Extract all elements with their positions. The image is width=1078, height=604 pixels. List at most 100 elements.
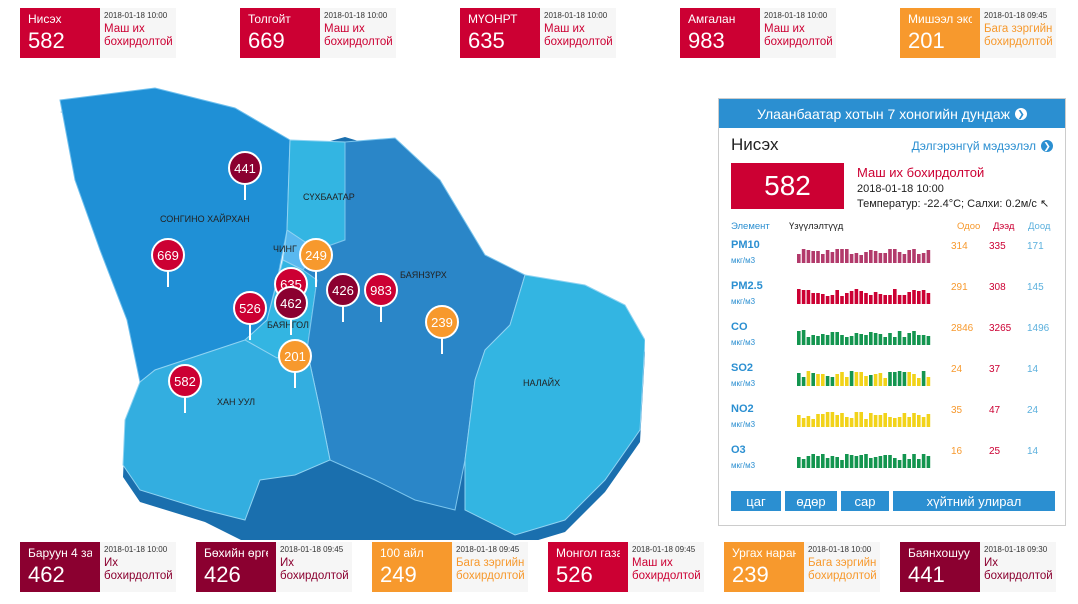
map-marker[interactable]: 526 bbox=[233, 291, 267, 340]
map-marker[interactable]: 239 bbox=[425, 305, 459, 354]
pollutant-row-so2[interactable]: SO2 мкг/м3 24 37 14 bbox=[731, 358, 1061, 398]
station-card-muonrt[interactable]: МҮОНРТ 635 2018-01-18 10:00 Маш их бохир… bbox=[460, 8, 616, 58]
sparkline-bar bbox=[840, 372, 844, 386]
sparkline-bar bbox=[888, 333, 892, 345]
sparkline-bar bbox=[888, 372, 892, 386]
pollutant-min: 14 bbox=[1027, 364, 1039, 375]
station-aqi: 249 bbox=[380, 562, 417, 587]
pollutant-name: PM2.5 bbox=[731, 280, 763, 292]
map-marker[interactable]: 201 bbox=[278, 339, 312, 388]
sparkline-bar bbox=[840, 413, 844, 427]
station-card-mongol-gazar[interactable]: Монгол газар 526 2018-01-18 09:45 Маш их… bbox=[548, 542, 704, 592]
col-min: Доод bbox=[1028, 221, 1051, 232]
station-card-tolgoit[interactable]: Толгойт 669 2018-01-18 10:00 Маш их бохи… bbox=[240, 8, 396, 58]
station-status: Их бохирдолтой bbox=[280, 557, 349, 582]
pollutant-row-no2[interactable]: NO2 мкг/м3 35 47 24 bbox=[731, 399, 1061, 439]
sparkline-bar bbox=[864, 252, 868, 263]
sparkline-bar bbox=[811, 293, 815, 304]
sparkline-bar bbox=[869, 332, 873, 345]
sparkline-bar bbox=[825, 250, 830, 263]
col-trend: Үзүүлэлтүүд bbox=[789, 221, 844, 232]
svg-text:526: 526 bbox=[239, 301, 261, 316]
sparkline-bar bbox=[835, 374, 839, 386]
sparkline-bar bbox=[854, 289, 859, 304]
map-marker[interactable]: 983 bbox=[364, 273, 398, 322]
station-card-bayankhoshuu[interactable]: Баянхошуу 441 2018-01-18 09:30 Их бохирд… bbox=[900, 542, 1056, 592]
station-card-misheel-expo[interactable]: Мишээл экспо 201 2018-01-18 09:45 Бага з… bbox=[900, 8, 1056, 58]
map-marker[interactable]: 669 bbox=[151, 238, 185, 287]
station-card-amgalan[interactable]: Амгалан 983 2018-01-18 10:00 Маш их бохи… bbox=[680, 8, 836, 58]
sparkline-bar bbox=[893, 418, 897, 427]
station-card-100-ail[interactable]: 100 айл 249 2018-01-18 09:45 Бага зэргий… bbox=[372, 542, 528, 592]
station-card-baruun4zam[interactable]: Баруун 4 зам 462 2018-01-18 10:00 Их бох… bbox=[20, 542, 176, 592]
pollutant-unit: мкг/м3 bbox=[731, 379, 756, 388]
map-marker[interactable]: 582 bbox=[168, 364, 202, 413]
pollutant-unit: мкг/м3 bbox=[731, 338, 756, 347]
station-time: 2018-01-18 09:30 bbox=[984, 545, 1048, 554]
sparkline-bar bbox=[921, 290, 926, 304]
station-name: МҮОНРТ bbox=[468, 12, 518, 26]
sparkline-bar bbox=[835, 290, 839, 304]
district-label: БАЯНЗҮРХ bbox=[400, 270, 447, 280]
station-status: Бага зэргийн бохирдолтой bbox=[456, 557, 525, 582]
station-name: Мишээл экспо bbox=[908, 12, 972, 26]
sparkline-bar bbox=[888, 295, 892, 304]
period-day-button[interactable]: өдөр bbox=[785, 491, 837, 511]
station-card-nisekh[interactable]: Нисэх 582 2018-01-18 10:00 Маш их бохирд… bbox=[20, 8, 176, 58]
station-card-bukhiin-urgoo[interactable]: Бөхийн өргөө 426 2018-01-18 09:45 Их бох… bbox=[196, 542, 352, 592]
sparkline-bar bbox=[835, 457, 839, 468]
pollutant-row-pm25[interactable]: PM2.5 мкг/м3 291 308 145 bbox=[731, 276, 1061, 316]
station-name: Ургах наран bbox=[732, 546, 796, 560]
panel-header[interactable]: Улаанбаатар хотын 7 хоногийн дундаж ❯ bbox=[719, 99, 1065, 128]
sparkline-bar bbox=[811, 419, 815, 427]
panel-weather: Температур: -22.4°C; Салхи: 0.2м/с ↖ bbox=[857, 197, 1049, 210]
period-season-button[interactable]: хүйтний улирал bbox=[893, 491, 1055, 511]
pollutant-unit: мкг/м3 bbox=[731, 461, 756, 470]
station-aqi-box: Ургах наран 239 bbox=[724, 542, 804, 592]
station-aqi: 239 bbox=[732, 562, 769, 587]
sparkline-bar bbox=[806, 290, 811, 304]
wind-arrow-icon: ↖ bbox=[1039, 198, 1050, 210]
pollutant-name: SO2 bbox=[731, 362, 754, 374]
station-aqi-box: Баянхошуу 441 bbox=[900, 542, 980, 592]
sparkline-bar bbox=[830, 377, 835, 386]
station-card-urgakh-naran[interactable]: Ургах наран 239 2018-01-18 10:00 Бага зэ… bbox=[724, 542, 880, 592]
pollutant-min: 145 bbox=[1027, 282, 1044, 293]
station-name: Монгол газар bbox=[556, 546, 620, 560]
district-label: БАЯНГОЛ bbox=[267, 320, 309, 330]
period-hour-button[interactable]: цаг bbox=[731, 491, 781, 511]
map-marker[interactable]: 426 bbox=[326, 273, 360, 322]
sparkline-bar bbox=[854, 456, 859, 468]
sparkline-bar bbox=[902, 254, 907, 263]
sparkline-bar bbox=[873, 374, 878, 386]
period-month-button[interactable]: сар bbox=[841, 491, 889, 511]
map-marker[interactable]: 249 bbox=[299, 238, 333, 287]
sparkline-bar bbox=[849, 254, 854, 263]
pollutant-min: 171 bbox=[1027, 241, 1044, 252]
sparkline-bar bbox=[883, 337, 887, 345]
sparkline-bar bbox=[854, 412, 859, 427]
station-aqi: 426 bbox=[204, 562, 241, 587]
pollutant-min: 24 bbox=[1027, 405, 1039, 416]
sparkline-bar bbox=[811, 454, 815, 468]
detail-link[interactable]: Дэлгэрэнгүй мэдээлэл ❯ bbox=[912, 139, 1053, 153]
sparkline-bar bbox=[816, 374, 820, 386]
district-nalaikh[interactable] bbox=[464, 274, 645, 536]
pollutant-row-pm10[interactable]: PM10 мкг/м3 314 335 171 bbox=[731, 235, 1061, 275]
panel-aqi-time: 2018-01-18 10:00 bbox=[857, 183, 944, 195]
sparkline-bar bbox=[864, 293, 868, 304]
district-bayanzurkh[interactable] bbox=[302, 137, 526, 511]
o3-sparkline bbox=[797, 454, 931, 468]
sparkline-bar bbox=[897, 371, 902, 386]
map-marker[interactable]: 441 bbox=[228, 151, 262, 200]
pollutant-row-o3[interactable]: O3 мкг/м3 16 25 14 bbox=[731, 440, 1061, 480]
map-marker[interactable]: 462 bbox=[274, 286, 308, 335]
station-time: 2018-01-18 09:45 bbox=[456, 545, 520, 554]
pollutant-row-co[interactable]: CO мкг/м3 2846 3265 1496 bbox=[731, 317, 1061, 357]
col-current: Одоо bbox=[957, 221, 981, 232]
svg-text:462: 462 bbox=[280, 296, 302, 311]
station-aqi: 462 bbox=[28, 562, 65, 587]
sparkline-bar bbox=[797, 289, 801, 304]
station-aqi: 582 bbox=[28, 28, 65, 53]
